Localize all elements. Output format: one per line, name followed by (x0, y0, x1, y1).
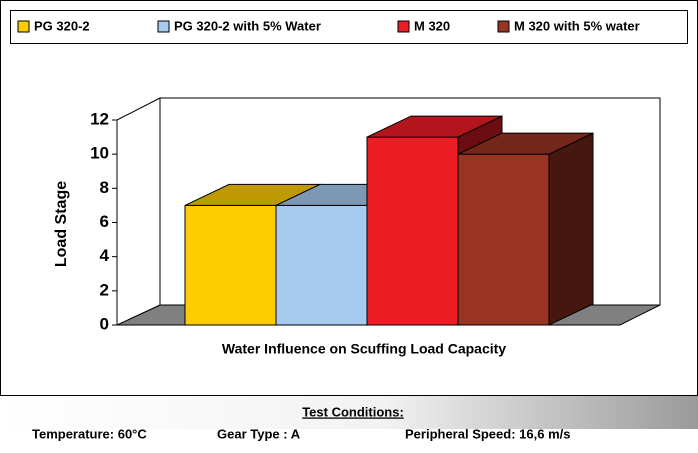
y-tick-label: 0 (100, 314, 109, 333)
legend-label: PG 320-2 with 5% Water (174, 18, 321, 33)
bar-top (457, 132, 594, 155)
bar-side (548, 132, 594, 326)
legend-label: PG 320-2 (34, 18, 90, 33)
footer-item: Gear Type : A (217, 426, 301, 441)
bar (184, 204, 277, 326)
x-axis-label: Water Influence on Scuffing Load Capacit… (222, 341, 506, 357)
bar (366, 136, 459, 326)
bar (275, 204, 368, 326)
bar-top (366, 115, 503, 138)
y-tick-label: 10 (90, 144, 109, 163)
y-tick-label: 2 (100, 280, 109, 299)
y-axis-label: Load Stage (53, 181, 70, 267)
y-tick-label: 4 (100, 246, 110, 265)
legend-label: M 320 (414, 18, 450, 33)
legend-label: M 320 with 5% water (514, 18, 640, 33)
legend-box (10, 10, 688, 44)
side-wall (116, 97, 161, 326)
legend-swatch (17, 20, 30, 33)
legend-swatch (397, 20, 410, 33)
legend-swatch (497, 20, 510, 33)
legend-swatch (157, 20, 170, 33)
footer-item: Peripheral Speed: 16,6 m/s (405, 426, 570, 441)
footer-heading: Test Conditions: (302, 404, 404, 419)
footer-item: Temperature: 60°C (32, 426, 147, 441)
bar (457, 153, 550, 326)
y-tick-label: 8 (100, 178, 109, 197)
y-tick-label: 6 (100, 212, 109, 231)
footer-band (0, 396, 698, 429)
y-tick-label: 12 (90, 109, 109, 128)
